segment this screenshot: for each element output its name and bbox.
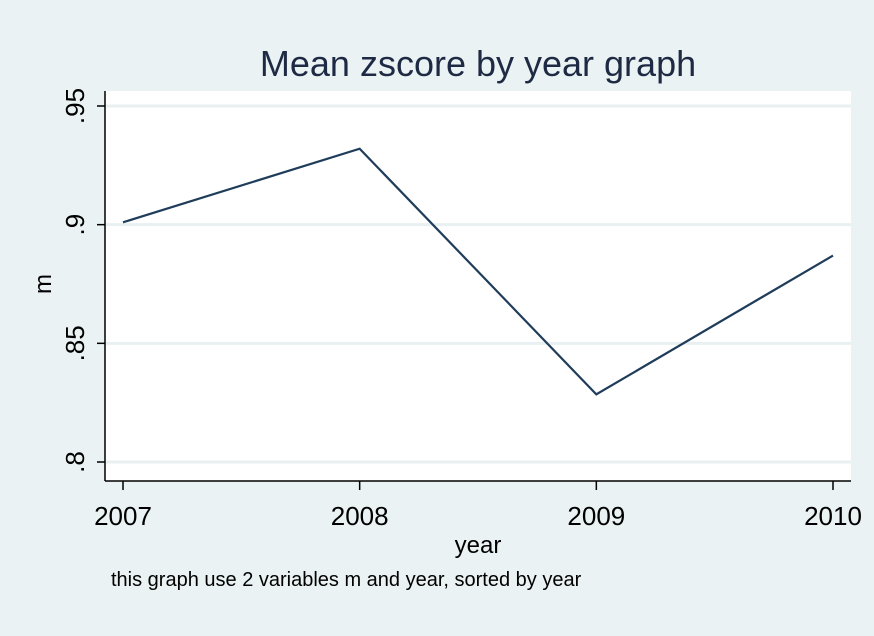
grid: [105, 104, 851, 464]
chart-title: Mean zscore by year graph: [260, 43, 696, 84]
plot-area: [105, 91, 851, 481]
x-tick-label: 2007: [94, 501, 152, 531]
y-tick-label: .8: [60, 451, 90, 473]
y-tick-label: .9: [60, 214, 90, 236]
x-tick-label: 2008: [331, 501, 389, 531]
graph-note: this graph use 2 variables m and year, s…: [111, 569, 582, 591]
x-tick-label: 2010: [804, 501, 862, 531]
y-tick-label: .95: [60, 88, 90, 124]
x-axis-label: year: [455, 532, 502, 559]
y-tick-label: .85: [60, 325, 90, 361]
series-line: [122, 147, 834, 396]
axes: .8 .85 .9 .95 2007 2008 2009 2010: [60, 88, 862, 531]
x-tick-label: 2009: [567, 501, 625, 531]
y-axis-label: m: [30, 274, 57, 294]
series-layer: [122, 147, 834, 396]
